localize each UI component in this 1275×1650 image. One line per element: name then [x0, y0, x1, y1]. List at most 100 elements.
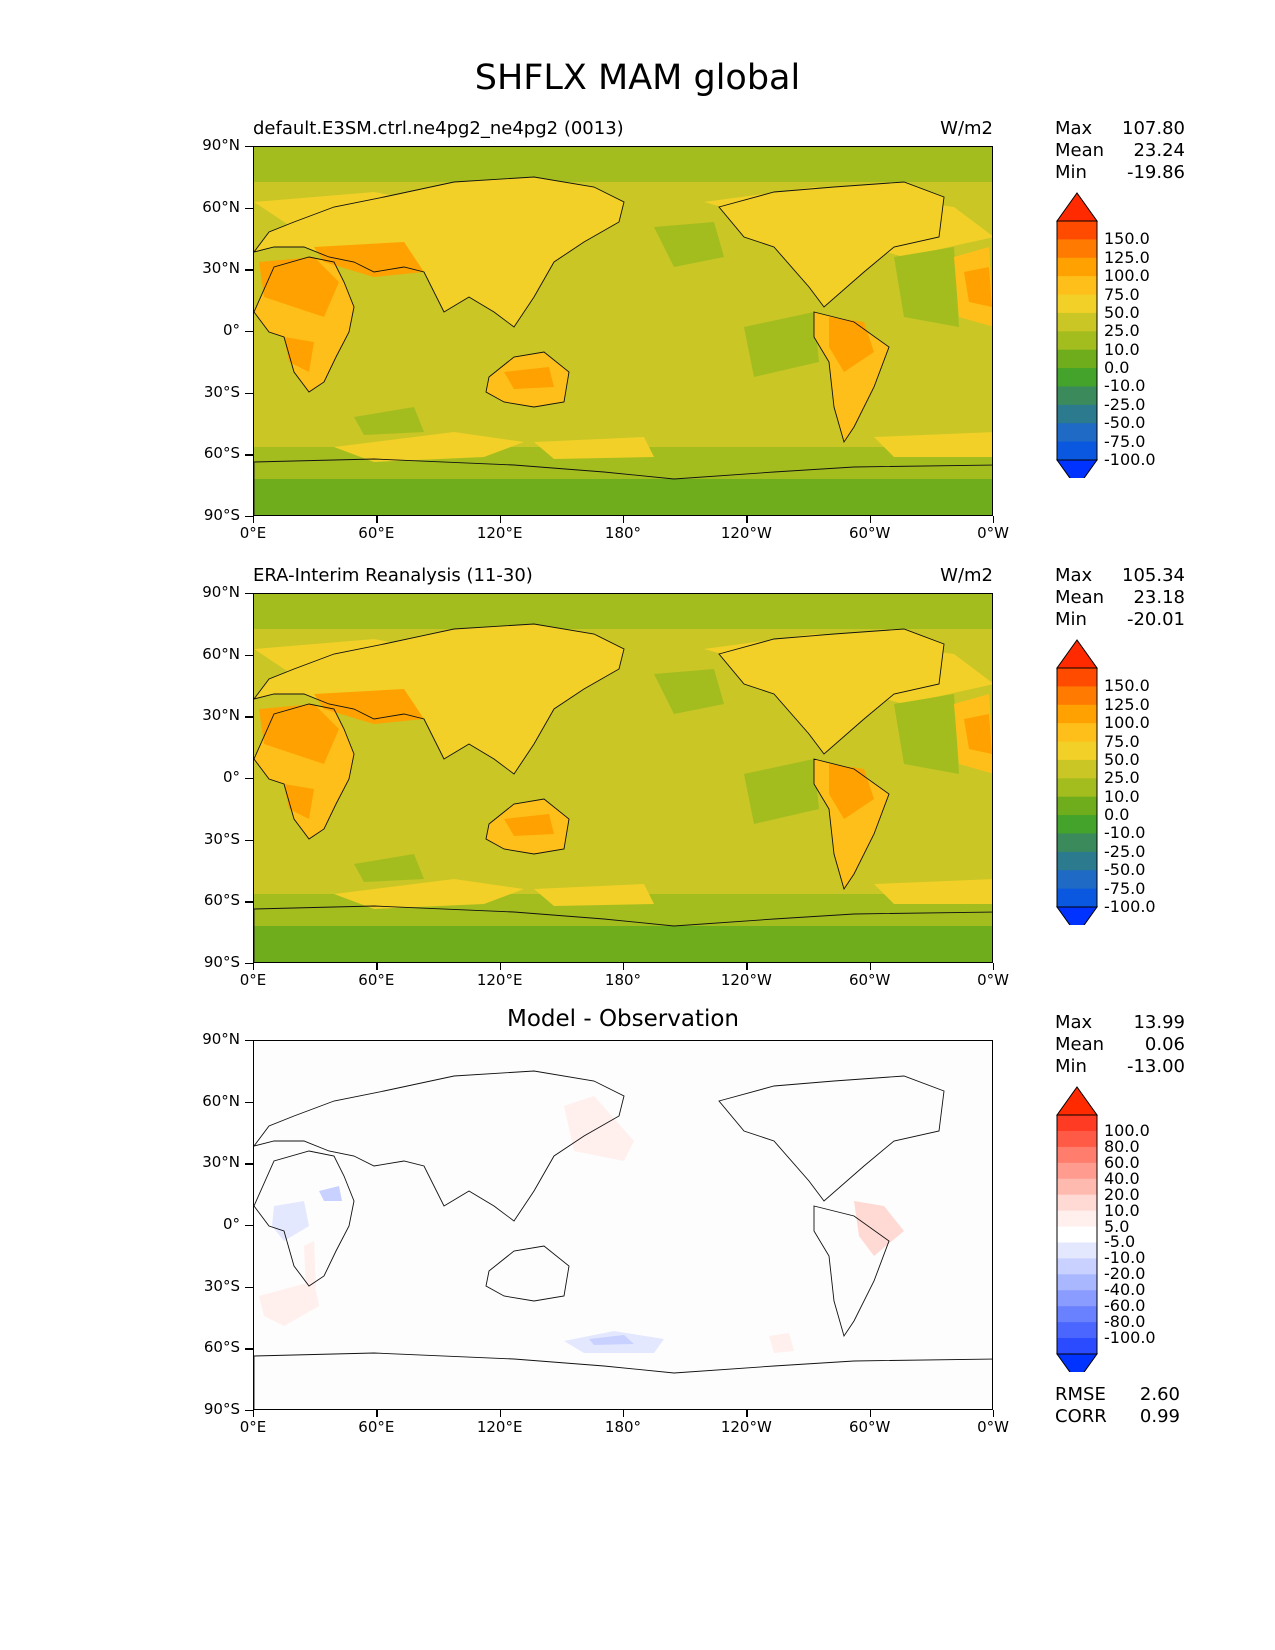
x-tick-label: 180°	[604, 524, 642, 542]
y-tick	[245, 1286, 253, 1288]
colorbar-segment	[1057, 723, 1097, 743]
stat-value: 105.34	[1122, 565, 1185, 586]
colorbar	[1056, 639, 1098, 925]
colorbar-tick-label: 150.0	[1104, 676, 1150, 696]
x-tick-label: 0°W	[977, 524, 1009, 542]
colorbar-tick-label: 0.0	[1104, 358, 1130, 378]
y-tick	[245, 654, 253, 656]
colorbar-tick-label: -75.0	[1104, 431, 1146, 451]
stat-value: -13.00	[1126, 1056, 1185, 1077]
y-tick	[245, 1348, 253, 1350]
field-stats: Max 105.34 Mean 23.18 Min -20.01	[1055, 565, 1185, 631]
stat-label: Mean	[1055, 587, 1105, 608]
colorbar-tick-label: 25.0	[1104, 321, 1140, 341]
x-tick-label: 0°E	[239, 1418, 267, 1436]
map-plot	[253, 593, 993, 963]
y-tick-label: 0°	[222, 321, 240, 339]
x-tick	[499, 963, 501, 970]
x-tick	[253, 516, 255, 523]
y-tick	[245, 778, 253, 780]
colorbar	[1056, 1086, 1098, 1372]
colorbar-segment	[1057, 870, 1097, 890]
colorbar-tick-label: -25.0	[1104, 841, 1146, 861]
stat-label: Min	[1055, 609, 1087, 630]
x-tick	[376, 1410, 378, 1417]
colorbar-extend-min	[1056, 459, 1098, 478]
colorbar-tick-label: -40.0	[1104, 1280, 1146, 1300]
colorbar-segment	[1057, 1178, 1097, 1196]
x-tick	[869, 1410, 871, 1417]
colorbar-tick-label: -20.0	[1104, 1264, 1146, 1284]
colorbar-extend-min	[1056, 1353, 1098, 1372]
x-tick	[253, 963, 255, 970]
colorbar-segment	[1057, 1226, 1097, 1243]
y-tick	[245, 1101, 253, 1103]
y-tick-label: 60°N	[202, 197, 240, 216]
x-tick-label: 120°E	[476, 1418, 523, 1436]
y-tick-label: 90°S	[203, 506, 240, 524]
x-tick-label: 0°W	[977, 1418, 1009, 1436]
map-plot	[253, 146, 993, 516]
figure-title: SHFLX MAM global	[474, 58, 801, 98]
y-tick-label: 60°S	[203, 1338, 240, 1357]
x-tick-label: 120°E	[476, 524, 523, 542]
metric-label: RMSE	[1055, 1384, 1106, 1405]
y-tick-label: 90°N	[202, 136, 240, 154]
colorbar-tick-label: -50.0	[1104, 860, 1146, 880]
colorbar-segment	[1057, 778, 1097, 798]
colorbar-tick-label: 75.0	[1104, 731, 1140, 751]
y-tick	[245, 1163, 253, 1165]
x-tick-label: 180°	[604, 1418, 642, 1436]
stat-value: -19.86	[1126, 162, 1185, 183]
x-tick-label: 60°E	[358, 1418, 395, 1436]
x-tick	[746, 963, 748, 970]
stat-label: Mean	[1055, 140, 1105, 161]
stat-label: Min	[1055, 162, 1087, 183]
colorbar-tick-label: 25.0	[1104, 768, 1140, 788]
y-tick-label: 0°	[222, 768, 240, 786]
metric-value: 0.99	[1139, 1406, 1180, 1427]
map-panel: ERA-Interim Reanalysis (11-30) W/m2 90°N 60…	[0, 565, 1275, 1030]
colorbar-tick-label: 10.0	[1104, 339, 1140, 359]
y-tick	[245, 1410, 253, 1412]
y-tick	[245, 269, 253, 271]
colorbar-tick-label: 100.0	[1104, 713, 1150, 733]
x-tick	[376, 963, 378, 970]
colorbar-tick-label: 40.0	[1104, 1168, 1140, 1188]
y-tick	[245, 1040, 253, 1042]
colorbar-tick-label: -100.0	[1104, 1328, 1156, 1348]
y-tick	[245, 1225, 253, 1227]
colorbar-tick-label: -80.0	[1104, 1312, 1146, 1332]
colorbar	[1056, 192, 1098, 478]
map-plot	[253, 1040, 993, 1410]
colorbar-segment	[1057, 759, 1097, 779]
contour-field	[254, 1041, 992, 1409]
colorbar-tick-label: -5.0	[1104, 1232, 1136, 1252]
stat-value: -20.01	[1126, 609, 1185, 630]
x-tick-label: 60°W	[848, 524, 891, 542]
colorbar-segment	[1057, 741, 1097, 761]
colorbar-tick-label: 5.0	[1104, 1216, 1130, 1236]
colorbar-tick-label: 75.0	[1104, 284, 1140, 304]
stat-label: Max	[1055, 118, 1093, 139]
x-tick	[623, 516, 625, 523]
colorbar-segment	[1057, 1194, 1097, 1212]
colorbar-segment	[1057, 257, 1097, 277]
y-tick-label: 30°S	[203, 382, 240, 401]
colorbar-tick-label: -100.0	[1104, 897, 1156, 916]
field-stats: Max 107.80 Mean 23.24 Min -19.86	[1055, 118, 1185, 184]
metric-value: 2.60	[1139, 1384, 1180, 1405]
colorbar-segment	[1057, 686, 1097, 706]
y-tick	[245, 454, 253, 456]
x-tick-label: 120°W	[720, 971, 772, 989]
colorbar-extend-min	[1056, 906, 1098, 925]
stat-label: Max	[1055, 565, 1093, 586]
panel-title: Model - Observation	[506, 1006, 740, 1032]
x-tick-label: 120°W	[720, 524, 772, 542]
colorbar-tick-label: 80.0	[1104, 1136, 1140, 1156]
x-tick-label: 180°	[604, 971, 642, 989]
panel-units: W/m2	[940, 565, 993, 586]
y-tick	[245, 331, 253, 333]
x-tick-label: 0°W	[977, 971, 1009, 989]
y-tick-label: 60°S	[203, 444, 240, 463]
